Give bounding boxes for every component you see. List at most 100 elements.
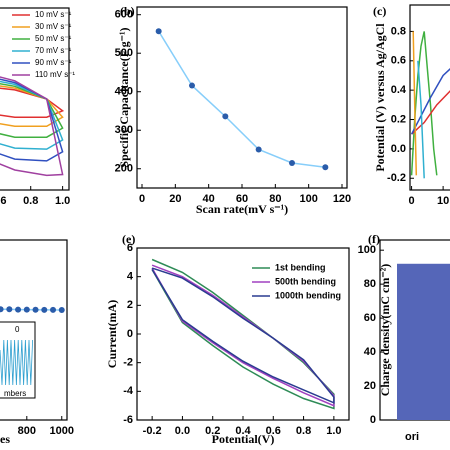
panel: 0 20 40 60 80 100(f) Charge density(mC cm⁻²) or… xyxy=(358,232,450,443)
x-tick-label: 0.6 xyxy=(0,195,6,207)
x-tick-label: 0.2 xyxy=(205,425,220,437)
y-tick-label: -6 xyxy=(123,414,133,426)
x-tick-label: 120 xyxy=(333,193,351,205)
x-tick-label: 80 xyxy=(269,193,281,205)
x-tick-label: 60 xyxy=(236,193,248,205)
x-tick-label: 0.0 xyxy=(175,425,190,437)
x-tick-label: 10 xyxy=(437,195,449,207)
series-line xyxy=(0,76,64,177)
x-tick-label: -0.2 xyxy=(143,425,162,437)
panel: 0 10 -0.2 0.0 0.2 0.4 0.6 0.8 (c) Potential (V) v… xyxy=(373,4,450,207)
legend-label: 30 mV s⁻¹ xyxy=(35,22,72,31)
panel: -0.2 0.0 0.2 0.4 0.6 0.8 1.0 -6 -4 -2 0 2 4 6(e) Poten… xyxy=(105,232,350,446)
legend-label: 1st bending xyxy=(275,262,326,272)
y-axis-label: Current(mA) xyxy=(105,300,119,368)
y-axis-label: Specific Capacitance(F g⁻¹) xyxy=(117,27,131,167)
y-axis-label: Potential (V) versus Ag/AgCl xyxy=(373,23,387,172)
y-tick-label: -4 xyxy=(123,385,134,397)
bar xyxy=(397,263,450,420)
x-tick-label: 0.6 xyxy=(266,425,281,437)
x-tick-label: ori xyxy=(405,431,419,443)
y-tick-label: 500 xyxy=(115,47,133,59)
point xyxy=(189,82,195,89)
panel-label: (f) xyxy=(368,232,380,246)
x-tick-label: 20 xyxy=(169,193,181,205)
x-axis-label: Scan rate(mV s⁻¹) xyxy=(196,202,288,216)
series-line xyxy=(417,60,425,179)
point xyxy=(0,306,4,313)
series-line xyxy=(158,30,326,168)
point xyxy=(23,306,30,313)
y-tick-label: 0.6 xyxy=(391,55,406,67)
plot-frame xyxy=(136,6,348,189)
y-tick-label: 0 xyxy=(370,414,376,426)
x-tick-label: 40 xyxy=(203,193,215,205)
point xyxy=(32,306,39,313)
inset-text: mbers xyxy=(4,389,26,398)
series-line xyxy=(0,80,64,150)
y-tick-label: -0.2 xyxy=(387,172,406,184)
point xyxy=(15,306,22,313)
legend-label: 50 mV s⁻¹ xyxy=(35,34,72,43)
point xyxy=(222,113,229,120)
x-tick-label: 1000 xyxy=(50,425,74,437)
point xyxy=(289,159,295,166)
legend-label: 1000th bending xyxy=(275,290,341,300)
y-tick-label: 20 xyxy=(364,380,376,392)
y-tick-label: 300 xyxy=(115,124,133,136)
plot-frame xyxy=(0,239,68,421)
panel: 0 20 40 60 80 100 120 200 300 400 500 600(b) Scan ra… xyxy=(115,4,352,216)
x-axis-label: es xyxy=(0,432,10,446)
plot-frame xyxy=(0,7,70,191)
y-tick-label: 0.2 xyxy=(391,113,406,125)
x-tick-label: 0.8 xyxy=(23,195,38,207)
x-tick-label: 0 xyxy=(409,195,415,207)
point xyxy=(41,306,48,313)
y-tick-label: 80 xyxy=(364,278,376,290)
y-axis-label: Charge density(mC cm⁻²) xyxy=(378,264,392,397)
x-tick-label: 0.4 xyxy=(235,425,251,437)
panel-label: (b) xyxy=(120,4,135,18)
inset-wave xyxy=(0,339,33,386)
panel: 800 1000 es 0 mbers xyxy=(0,239,74,446)
point xyxy=(322,164,329,171)
y-tick-label: 0.8 xyxy=(391,25,406,37)
x-axis-label: Potential(V) xyxy=(212,432,275,446)
series-line xyxy=(0,87,65,118)
legend-label: 10 mV s⁻¹ xyxy=(35,10,72,19)
y-tick-label: 200 xyxy=(115,163,133,175)
y-tick-label: 400 xyxy=(115,86,133,98)
y-tick-label: 2 xyxy=(127,299,133,311)
x-tick-label: 0 xyxy=(139,193,145,205)
series-line xyxy=(151,267,335,404)
y-tick-label: 0.4 xyxy=(391,84,407,96)
x-tick-label: 100 xyxy=(299,193,317,205)
x-tick-label: 1.0 xyxy=(326,425,341,437)
legend-label: 500th bending xyxy=(275,276,336,286)
y-tick-label: 40 xyxy=(364,346,376,358)
y-tick-label: 0 xyxy=(127,328,133,340)
series-line xyxy=(411,90,450,135)
series-line xyxy=(412,31,418,176)
legend-label: 70 mV s⁻¹ xyxy=(35,46,72,55)
inset-text: 0 xyxy=(15,325,20,334)
point xyxy=(58,307,65,314)
y-tick-label: 0.0 xyxy=(391,143,406,155)
point xyxy=(50,306,57,313)
panel-label: (c) xyxy=(373,4,386,18)
plot-frame xyxy=(409,4,450,191)
point xyxy=(255,146,262,153)
y-tick-label: -2 xyxy=(123,357,133,369)
x-tick-label: 800 xyxy=(18,425,36,437)
panel-label: (e) xyxy=(122,232,135,246)
panel: 0.6 0.8 1.0 10 mV s⁻¹ 30 mV s⁻¹ 50 mV s⁻¹ 70 m… xyxy=(0,7,75,207)
point xyxy=(6,306,13,313)
series-line xyxy=(0,85,64,128)
legend-label: 90 mV s⁻¹ xyxy=(35,58,72,67)
y-tick-label: 6 xyxy=(127,242,133,254)
series-line xyxy=(410,31,438,176)
x-tick-label: 0.8 xyxy=(296,425,311,437)
y-tick-label: 100 xyxy=(358,244,376,256)
series-line xyxy=(0,82,64,138)
